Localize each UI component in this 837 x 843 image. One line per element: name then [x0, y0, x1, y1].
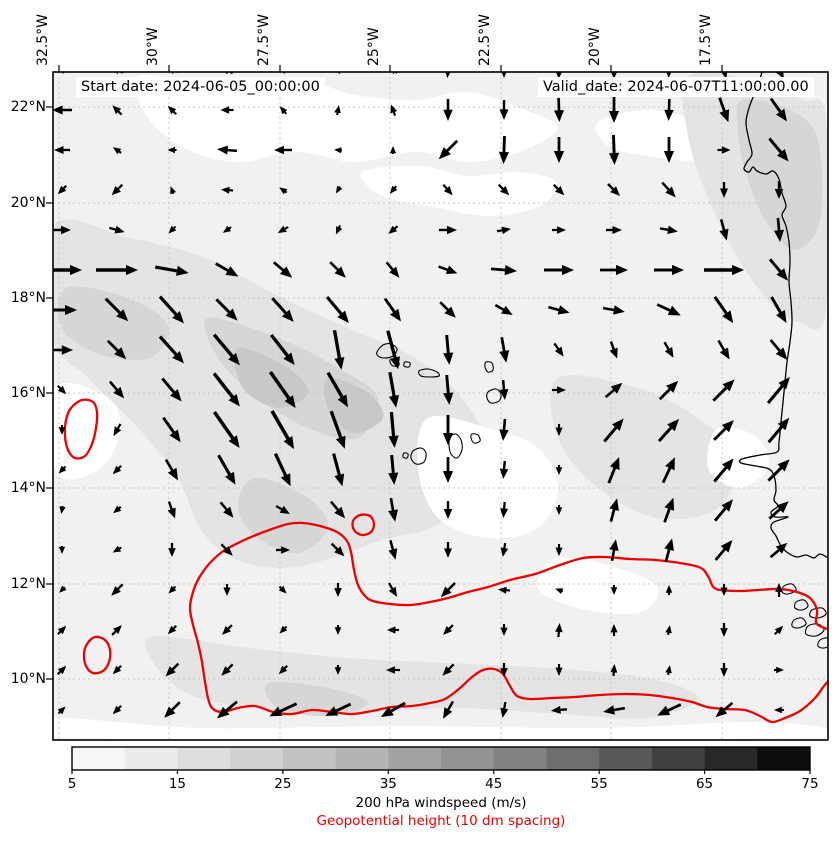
- windspeed-shading-patch: [550, 375, 739, 520]
- cape-verde-island-outline: [376, 343, 398, 359]
- plot-border: [52, 71, 829, 741]
- lon-tick-label: 30°W: [145, 27, 161, 66]
- colorbar-segment: [124, 747, 178, 770]
- map-layers: [53, 72, 828, 740]
- geopotential-contour-closed: [63, 398, 99, 460]
- cape-verde-island-outline: [486, 388, 502, 404]
- cape-verde-island-outline: [470, 433, 481, 444]
- colorbar-segment: [388, 747, 442, 770]
- lon-tick-label: 27.5°W: [256, 13, 272, 66]
- cape-verde-island-outline: [418, 368, 440, 378]
- lon-tick-label: 17.5°W: [698, 13, 714, 66]
- valid-date-annotation: Valid_date: 2024-06-07T11:00:00.00: [538, 77, 814, 97]
- colorbar-tick-label: 25: [274, 776, 292, 792]
- lat-tick-label: 14°N: [10, 480, 46, 496]
- lat-tick-label: 20°N: [10, 195, 46, 211]
- lat-tick-label: 10°N: [10, 671, 46, 687]
- cape-verde-island-outline: [403, 361, 411, 368]
- colorbar-tick-label: 35: [379, 776, 397, 792]
- windspeed-shading-patch: [53, 717, 828, 740]
- geopotential-contour-closed: [351, 513, 376, 537]
- colorbar-tick-label: 65: [695, 776, 714, 792]
- lat-tick-label: 22°N: [10, 99, 46, 115]
- africa-coastline: [738, 72, 828, 559]
- colorbar-segment: [651, 747, 706, 770]
- windspeed-shading-patch: [736, 99, 823, 251]
- coastal-island-outline: [791, 617, 807, 629]
- colorbar-segment: [704, 747, 758, 770]
- geopotential-contour-closed: [82, 635, 112, 675]
- colorbar-tick-label: 55: [590, 776, 608, 792]
- colorbar-segment: [493, 747, 547, 770]
- cape-verde-island-outline: [402, 452, 409, 459]
- coastal-island-outline: [809, 607, 827, 619]
- lat-tick-label: 12°N: [10, 576, 46, 592]
- colorbar-segment: [335, 747, 389, 770]
- cape-verde-island-outline: [484, 361, 494, 373]
- colorbar-segment: [441, 747, 495, 770]
- colorbar-segment: [72, 747, 126, 770]
- start-date-annotation: Start date: 2024-06-05_00:00:00: [76, 77, 325, 97]
- colorbar-segment: [546, 747, 600, 770]
- windspeed-shading-patch: [57, 286, 169, 361]
- colorbar-tick-label: 75: [801, 776, 819, 792]
- colorbar-segment: [282, 747, 337, 770]
- colorbar-segment: [757, 747, 811, 770]
- colorbar-tick-label: 15: [168, 776, 187, 792]
- lat-tick-label: 18°N: [10, 290, 46, 306]
- wind-quiver-arrows: [53, 72, 790, 740]
- colorbar-label-windspeed: 200 hPa windspeed (m/s): [355, 795, 527, 811]
- colorbar-segment: [599, 747, 653, 770]
- lon-tick-label: 20°W: [587, 27, 603, 66]
- coastal-island-outline: [793, 599, 809, 611]
- colorbar: [71, 746, 811, 774]
- colorbar-tick-label: 5: [67, 776, 77, 792]
- cape-verde-island-outline: [448, 433, 463, 459]
- windspeed-shading-patch: [360, 165, 557, 216]
- cape-verde-island-outline: [410, 447, 427, 465]
- colorbar-label-geopotential: Geopotential height (10 dm spacing): [316, 813, 566, 829]
- windspeed-shading-patch: [537, 557, 659, 615]
- colorbar-tick-label: 45: [485, 776, 503, 792]
- lon-tick-label: 25°W: [366, 27, 382, 66]
- colorbar-segment: [230, 747, 284, 770]
- lon-tick-label: 32.5°W: [35, 13, 51, 66]
- colorbar-segment: [177, 747, 231, 770]
- lon-tick-label: 22.5°W: [477, 13, 493, 66]
- colorbar-border: [71, 746, 811, 771]
- windspeed-shading-patch: [417, 415, 558, 539]
- lat-tick-label: 16°N: [10, 385, 46, 401]
